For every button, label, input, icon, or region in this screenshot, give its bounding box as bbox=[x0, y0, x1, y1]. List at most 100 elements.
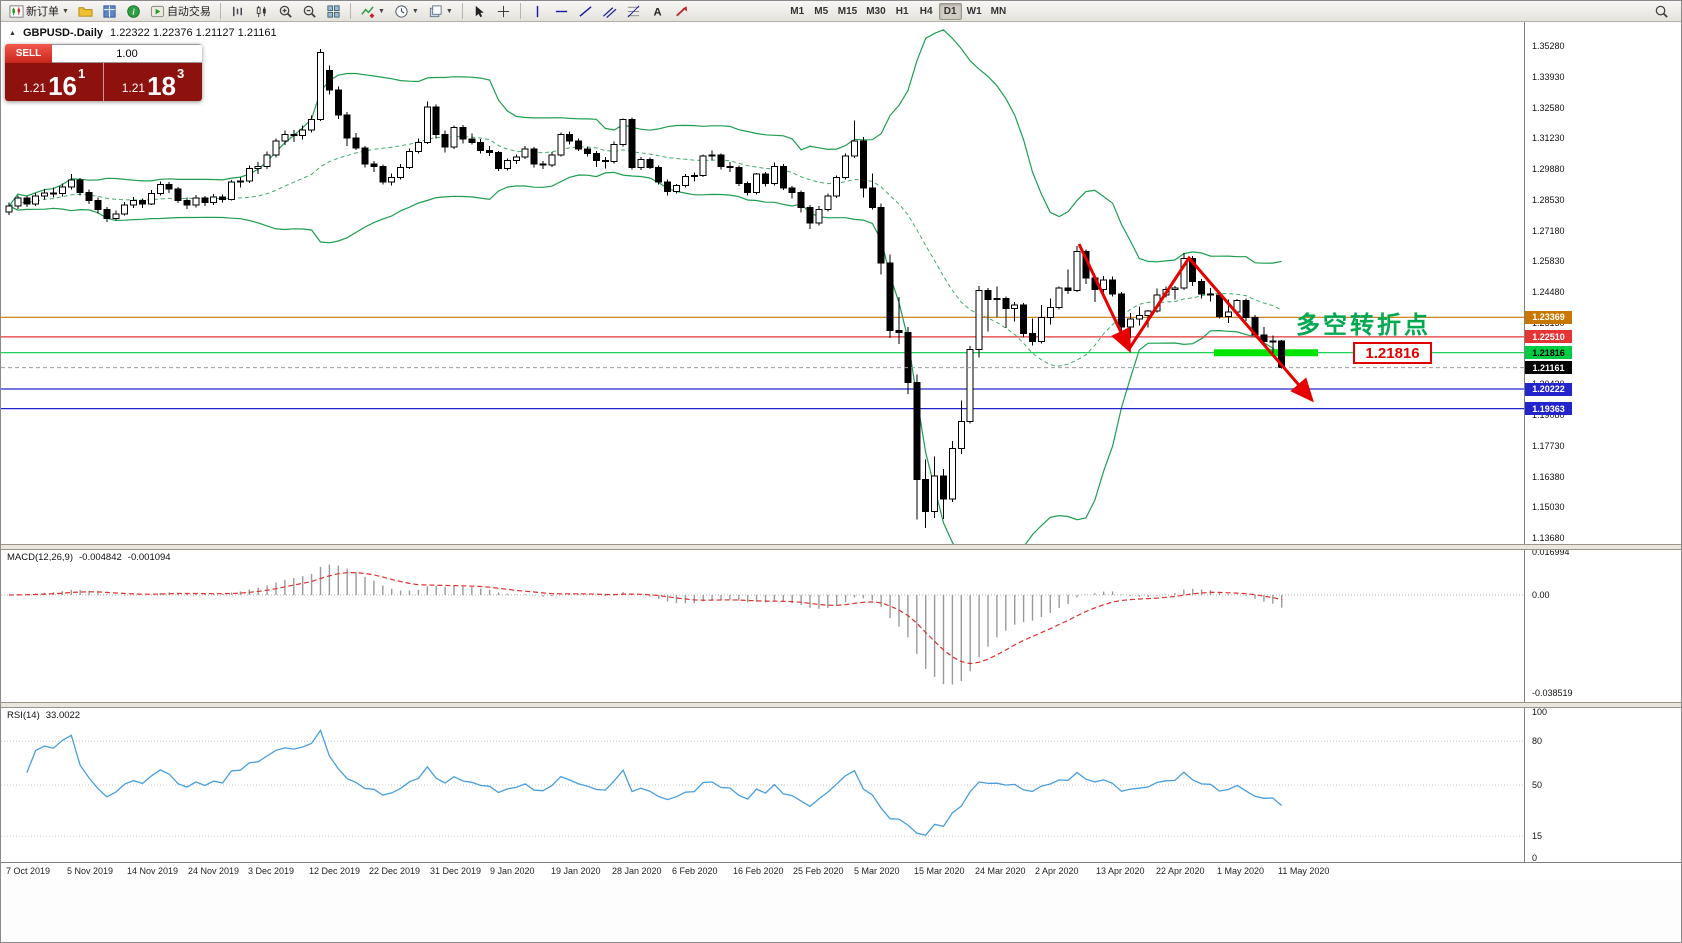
search-button[interactable] bbox=[1650, 2, 1673, 21]
fibonacci-button[interactable] bbox=[622, 2, 645, 21]
price-tick: 1.27180 bbox=[1532, 225, 1565, 236]
toolbar: 新订单 ▼ i 自动交易 ▼ ▼ ▼ A M1 M5 M15 M30 H1 H4 D1 W1 MN bbox=[1, 1, 1681, 22]
date-label: 2 Apr 2020 bbox=[1035, 866, 1079, 876]
zoom-out-icon bbox=[302, 4, 317, 19]
price-line-label[interactable]: 1.23369 bbox=[1525, 310, 1572, 324]
date-label: 25 Feb 2020 bbox=[793, 866, 844, 876]
bollinger-middle bbox=[8, 135, 1282, 367]
candlestick-chart-button[interactable] bbox=[250, 2, 273, 21]
market-watch-button[interactable] bbox=[98, 2, 121, 21]
date-label: 31 Dec 2019 bbox=[430, 866, 482, 876]
text-button[interactable]: A bbox=[646, 2, 669, 21]
price-line-label[interactable]: 1.20222 bbox=[1525, 382, 1572, 396]
trendline-button[interactable] bbox=[574, 2, 597, 21]
timeframe-h4[interactable]: H4 bbox=[919, 5, 933, 17]
price-scale[interactable]: 1.35280 1.33930 1.32580 1.31230 1.29880 1.285… bbox=[1524, 22, 1681, 863]
svg-text:i: i bbox=[132, 6, 135, 16]
price-line-label[interactable]: 1.19363 bbox=[1525, 402, 1572, 416]
price-tick: 1.31230 bbox=[1532, 133, 1565, 144]
trendline-icon bbox=[578, 4, 593, 19]
timeframe-m15[interactable]: M15 bbox=[837, 5, 858, 17]
profiles-icon bbox=[78, 4, 93, 19]
timeframe-mn[interactable]: MN bbox=[990, 5, 1007, 17]
date-label: 24 Nov 2019 bbox=[188, 866, 240, 876]
sell-price-big: 16 bbox=[48, 70, 78, 101]
price-tick: 1.13680 bbox=[1532, 533, 1565, 543]
vertical-line-icon bbox=[530, 4, 545, 19]
sell-price-button[interactable]: 1.21 16 1 bbox=[5, 63, 103, 101]
channel-button[interactable] bbox=[598, 2, 621, 21]
date-label: 19 Jan 2020 bbox=[551, 866, 601, 876]
indicators-button[interactable]: ▼ bbox=[356, 2, 389, 21]
toolbar-separator bbox=[349, 3, 351, 19]
toolbar-separator bbox=[219, 3, 221, 19]
info-button[interactable]: i bbox=[122, 2, 145, 21]
horizontal-line-icon bbox=[554, 4, 569, 19]
date-axis[interactable]: 7 Oct 2019 5 Nov 2019 14 Nov 2019 24 Nov 20… bbox=[1, 862, 1681, 880]
support-price-callout[interactable]: 1.21816 bbox=[1353, 342, 1432, 364]
bar-chart-button[interactable] bbox=[226, 2, 249, 21]
sell-button[interactable]: SELL bbox=[5, 44, 52, 63]
timeframe-h1[interactable]: H1 bbox=[895, 5, 909, 17]
tile-windows-button[interactable] bbox=[322, 2, 345, 21]
auto-trading-icon bbox=[150, 4, 165, 19]
rsi-canvas[interactable] bbox=[1, 708, 1524, 862]
date-label: 13 Apr 2020 bbox=[1096, 866, 1145, 876]
periods-icon bbox=[394, 4, 409, 19]
date-label: 1 May 2020 bbox=[1217, 866, 1265, 876]
date-label: 22 Apr 2020 bbox=[1156, 866, 1205, 876]
rsi-panel[interactable]: RSI(14) 33.0022 bbox=[1, 708, 1524, 862]
main-chart-canvas[interactable] bbox=[1, 22, 1524, 544]
profiles-button[interactable] bbox=[74, 2, 97, 21]
timeframe-m5[interactable]: M5 bbox=[814, 5, 829, 17]
channel-icon bbox=[602, 4, 617, 19]
rsi-scale-label: 100 bbox=[1532, 707, 1548, 717]
timeframe-d1[interactable]: D1 bbox=[938, 2, 962, 20]
panel-separator[interactable] bbox=[1, 544, 1681, 550]
arrows-icon bbox=[674, 4, 689, 19]
date-label: 15 Mar 2020 bbox=[914, 866, 965, 876]
panel-separator[interactable] bbox=[1, 702, 1681, 708]
timeframe-m30[interactable]: M30 bbox=[866, 5, 886, 17]
price-line-label[interactable]: 1.22510 bbox=[1525, 330, 1572, 344]
buy-price-button[interactable]: 1.21 18 3 bbox=[103, 63, 202, 101]
arrows-button[interactable] bbox=[670, 2, 693, 21]
auto-trading-button[interactable]: 自动交易 bbox=[146, 2, 215, 21]
macd-main-value: -0.004842 bbox=[79, 552, 122, 563]
cursor-button[interactable] bbox=[468, 2, 491, 21]
macd-name: MACD(12,26,9) bbox=[7, 552, 73, 563]
zoom-in-button[interactable] bbox=[274, 2, 297, 21]
templates-button[interactable]: ▼ bbox=[424, 2, 457, 21]
macd-label: MACD(12,26,9) -0.004842 -0.001094 bbox=[7, 552, 171, 563]
macd-canvas[interactable] bbox=[1, 550, 1524, 702]
new-order-button[interactable]: 新订单 ▼ bbox=[5, 2, 73, 21]
rsi-scale-label: 15 bbox=[1532, 831, 1543, 842]
date-label: 3 Dec 2019 bbox=[248, 866, 295, 876]
volume-input[interactable] bbox=[52, 45, 202, 62]
turning-point-annotation[interactable]: 多空转折点 bbox=[1296, 312, 1431, 339]
red-arrow-down-1 bbox=[1077, 243, 1131, 354]
fibonacci-icon bbox=[626, 4, 641, 19]
macd-panel[interactable]: MACD(12,26,9) -0.004842 -0.001094 bbox=[1, 550, 1524, 702]
search-icon bbox=[1654, 4, 1669, 19]
timeframe-m1[interactable]: M1 bbox=[790, 5, 805, 17]
date-label: 22 Dec 2019 bbox=[369, 866, 421, 876]
date-label: 6 Feb 2020 bbox=[672, 866, 718, 876]
zoom-out-button[interactable] bbox=[298, 2, 321, 21]
crosshair-button[interactable] bbox=[492, 2, 515, 21]
price-tick: 1.32580 bbox=[1532, 102, 1565, 113]
symbol-title: GBPUSD-.Daily bbox=[22, 27, 104, 39]
periods-button[interactable]: ▼ bbox=[390, 2, 423, 21]
vertical-line-button[interactable] bbox=[526, 2, 549, 21]
toolbar-separator bbox=[519, 3, 521, 19]
rsi-value: 33.0022 bbox=[45, 710, 81, 721]
macd-scale-min: -0.038519 bbox=[1532, 687, 1573, 698]
price-line-label[interactable]: 1.21816 bbox=[1525, 346, 1572, 360]
sell-price-base: 1.21 bbox=[22, 81, 47, 95]
chart-region[interactable]: ▲ GBPUSD-.Daily 1.22322 1.22376 1.21127 … bbox=[1, 22, 1524, 544]
timeframe-w1[interactable]: W1 bbox=[966, 5, 982, 17]
volume-control: ▲ ▼ bbox=[52, 44, 202, 63]
date-label: 14 Nov 2019 bbox=[127, 866, 179, 876]
horizontal-line-button[interactable] bbox=[550, 2, 573, 21]
